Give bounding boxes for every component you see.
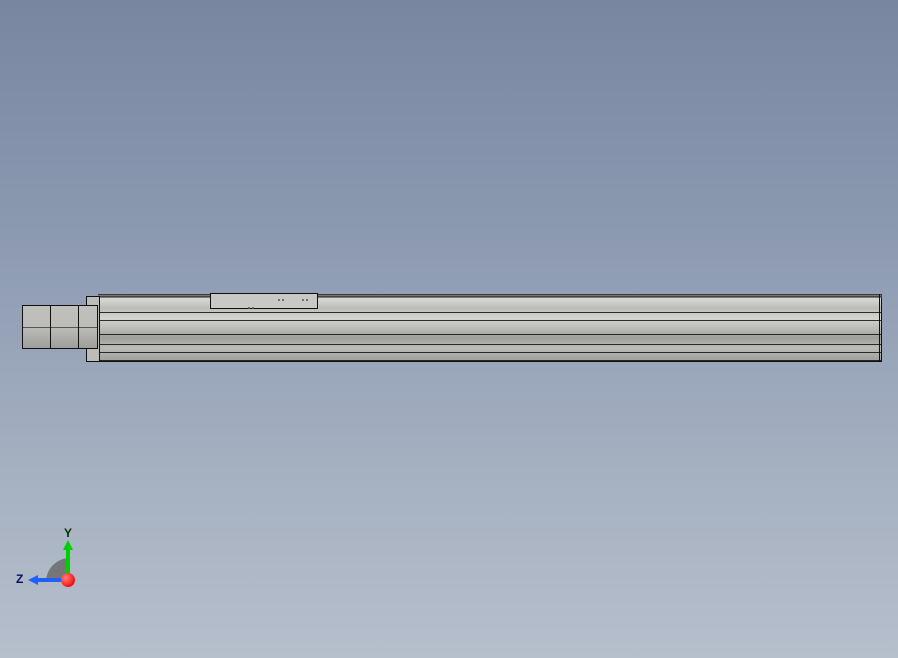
- rail-right-end: [879, 294, 882, 362]
- motor-endcap-lines: [22, 305, 98, 349]
- axis-y-label: Y: [64, 526, 72, 540]
- axis-z-label: Z: [16, 572, 23, 586]
- axis-z-arrowhead: [28, 575, 38, 585]
- rail-grooves: [98, 0, 882, 658]
- axis-origin-sphere: [61, 573, 75, 587]
- carriage-block: [210, 293, 318, 309]
- cad-3d-viewport[interactable]: Y Z: [0, 0, 898, 658]
- axis-y-arrowhead: [63, 540, 73, 550]
- orientation-axis-triad[interactable]: Y Z: [20, 530, 90, 600]
